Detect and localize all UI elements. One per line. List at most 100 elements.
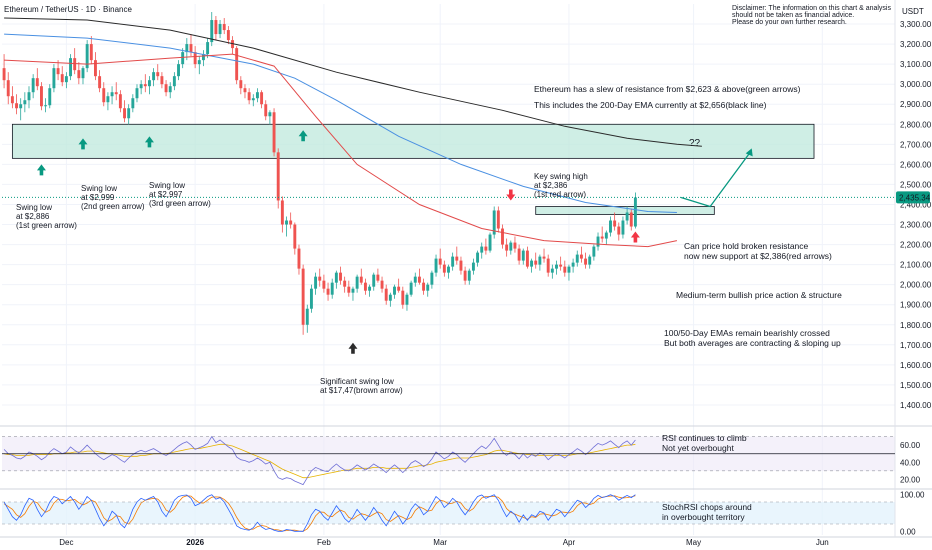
candle-body xyxy=(309,288,313,309)
time-tick-label: Dec xyxy=(59,538,73,547)
significant-low-line-1: Significant swing low xyxy=(320,377,394,386)
candle-body xyxy=(181,52,185,65)
candle-body xyxy=(251,98,255,101)
candle-body xyxy=(488,234,492,251)
candle-body xyxy=(285,220,288,225)
candle-body xyxy=(559,264,563,267)
candle-body xyxy=(363,282,367,291)
price-tick-label: 2,800.00 xyxy=(900,120,932,129)
candle-body xyxy=(31,78,35,93)
candle-body xyxy=(297,248,301,269)
grid-lines xyxy=(2,4,895,535)
candle-body xyxy=(73,58,77,71)
swing-low-1-line-3: (1st green arrow) xyxy=(16,221,77,230)
candle-body xyxy=(210,20,214,43)
green-arrow-up-icon xyxy=(144,136,154,148)
swing-low-2-line-3: (2nd green arrow) xyxy=(81,202,145,211)
candle-body xyxy=(56,68,60,75)
resistance-annotation: Ethereum has a slew of resistance from $… xyxy=(534,84,801,94)
last-price-label: 2,435.34 xyxy=(899,193,931,202)
candle-body xyxy=(143,84,147,87)
candle-body xyxy=(214,20,218,35)
candle-body xyxy=(268,112,272,117)
time-tick-label: 2026 xyxy=(186,538,204,547)
candle-body xyxy=(2,68,6,81)
disclaimer-line-2: should not be taken as financial advice. xyxy=(732,12,854,19)
candle-body xyxy=(98,76,102,89)
candle-body xyxy=(509,242,513,251)
candle-body xyxy=(442,264,446,273)
candle-body xyxy=(201,54,205,61)
candle-body xyxy=(538,256,542,265)
candle-body xyxy=(177,64,180,77)
candle-body xyxy=(189,44,193,53)
candle-body xyxy=(459,260,463,271)
candle-body xyxy=(393,286,396,295)
hold-support-line-2: now new support at $2,386(red arrows) xyxy=(684,251,832,261)
candle-body xyxy=(64,76,68,83)
swing-low-1-line-2: at $2,886 xyxy=(16,212,50,221)
candle-body xyxy=(546,258,550,273)
swing-low-3-line-2: at $2,997 xyxy=(149,190,183,199)
candle-body xyxy=(6,80,10,97)
candle-body xyxy=(330,282,334,295)
candle-body xyxy=(422,282,426,291)
candle-body xyxy=(492,210,496,235)
stochrsi-annotation-line-2: in overbought territory xyxy=(662,512,745,522)
candle-body xyxy=(152,72,156,81)
stochrsi-annotation-line-1: StochRSI chops around xyxy=(662,502,752,512)
candle-body xyxy=(513,242,517,249)
candle-body xyxy=(239,80,243,89)
emas-line-2: But both averages are contracting & slop… xyxy=(664,338,841,348)
candle-body xyxy=(542,256,546,259)
price-tick-label: 1,500.00 xyxy=(900,381,932,390)
candle-body xyxy=(517,248,521,261)
candle-body xyxy=(339,272,342,281)
candle-body xyxy=(451,256,455,267)
candle-body xyxy=(413,276,417,283)
candle-body xyxy=(434,258,438,273)
candlestick-series xyxy=(2,12,637,335)
candle-body xyxy=(550,268,554,273)
time-tick-label: Mar xyxy=(433,538,447,547)
candle-body xyxy=(471,262,475,271)
disclaimer-line-3: Please do your own further research. xyxy=(732,19,847,26)
candle-body xyxy=(81,68,85,79)
candle-body xyxy=(484,246,488,251)
candle-body xyxy=(525,250,529,267)
candle-body xyxy=(496,210,500,229)
rsi-tick-label: 20.00 xyxy=(900,475,921,484)
time-tick-label: Feb xyxy=(317,538,331,547)
stochrsi-d-line xyxy=(3,495,636,532)
candle-body xyxy=(60,74,64,83)
ema50-line xyxy=(4,53,678,248)
candle-body xyxy=(575,254,579,263)
swing-low-2-line-2: at $2,999 xyxy=(81,193,115,202)
swing-low-1-line-1: Swing low xyxy=(16,203,52,212)
candle-body xyxy=(235,48,239,81)
candle-body xyxy=(243,88,247,93)
rsi-tick-label: 40.00 xyxy=(900,458,921,467)
candle-body xyxy=(438,258,442,265)
emas-line-1: 100/50-Day EMAs remain bearishly crossed xyxy=(664,328,830,338)
candle-body xyxy=(584,258,588,265)
candle-body xyxy=(135,88,139,99)
candle-body xyxy=(621,220,625,235)
candle-body xyxy=(384,288,388,301)
swing-low-2-line-1: Swing low xyxy=(81,184,117,193)
candle-body xyxy=(347,286,351,293)
time-tick-label: Apr xyxy=(563,538,576,547)
price-tick-label: 2,300.00 xyxy=(900,221,932,230)
candle-body xyxy=(334,272,338,283)
candle-body xyxy=(160,76,164,85)
candle-body xyxy=(280,200,284,225)
candle-body xyxy=(206,42,210,55)
projection-arrowhead xyxy=(745,148,753,157)
projection-arrow-path xyxy=(680,149,753,208)
price-tick-label: 2,200.00 xyxy=(900,241,932,250)
candle-body xyxy=(368,286,372,291)
candle-body xyxy=(114,92,118,95)
candle-body xyxy=(168,86,172,93)
candle-body xyxy=(218,24,222,35)
candle-body xyxy=(85,44,89,69)
